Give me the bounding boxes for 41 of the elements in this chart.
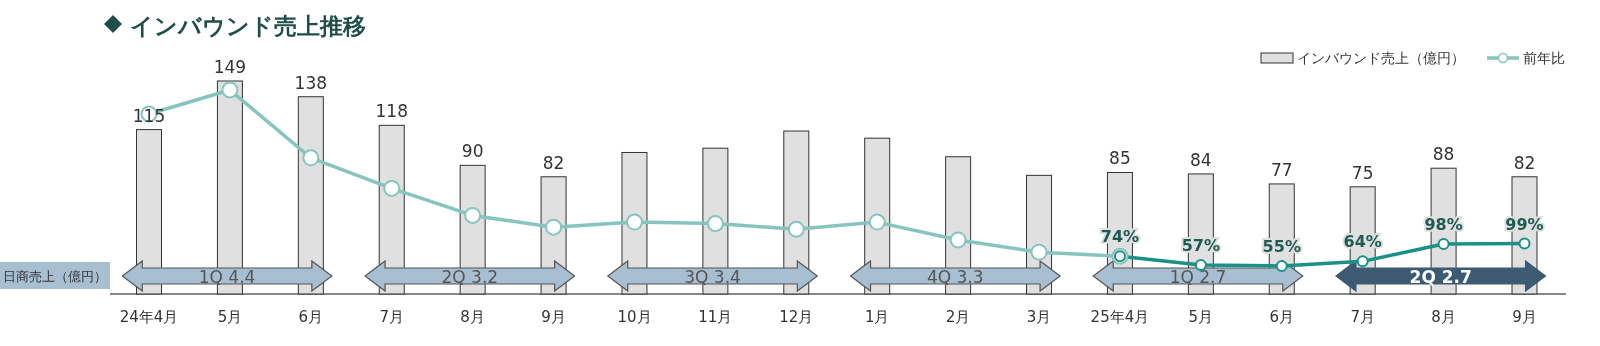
x-tick-label: 5月 [217, 308, 243, 326]
annotation: 2Q 2.7 [1409, 267, 1472, 287]
data-label: 82 [1513, 152, 1536, 173]
x-tick-label: 6月 [298, 308, 324, 326]
data-label: 118 [375, 101, 408, 122]
annotation: 1Q 2.7 [1169, 267, 1227, 287]
x-tick-label: 7月 [1350, 308, 1375, 326]
x-tick-label: 12月 [779, 308, 814, 326]
x-tick-label: 8月 [1431, 308, 1456, 326]
data-label: 88 [1432, 144, 1455, 165]
data-label: 90 [461, 141, 484, 162]
annotation: 1Q 4.4 [198, 267, 256, 287]
data-label: 99% [1505, 214, 1544, 234]
data-label: 82 [542, 152, 565, 173]
x-tick-label: 11月 [698, 308, 733, 326]
x-tick-label: 6月 [1269, 308, 1295, 326]
annotation: 3Q 3.4 [684, 267, 741, 287]
annotation: 4Q 3.3 [926, 267, 984, 287]
data-label: 85 [1109, 148, 1131, 169]
x-tick-label: 24年4月 [119, 308, 179, 326]
data-label: 84 [1190, 149, 1212, 170]
annotation: 2Q 3.2 [441, 267, 499, 287]
x-tick-label: 9月 [541, 308, 566, 326]
x-tick-label: 8月 [460, 308, 485, 326]
chart-title: インバウンド売上推移 [130, 13, 366, 39]
data-label: 138 [294, 72, 328, 93]
data-label: 77 [1270, 159, 1293, 180]
x-tick-label: 10月 [617, 308, 652, 326]
x-tick-label: 7月 [379, 308, 405, 326]
x-tick-label: 3月 [1026, 308, 1052, 326]
x-tick-label: 5月 [1188, 308, 1214, 326]
data-label: 98% [1424, 215, 1463, 235]
x-tick-label: 25年4月 [1090, 308, 1150, 326]
legend-label: 前年比 [1523, 50, 1565, 66]
x-tick-label: 1月 [864, 308, 890, 326]
x-tick-label: 9月 [1512, 308, 1537, 326]
x-tick-label: 2月 [945, 308, 971, 326]
legend-label: インバウンド売上（億円） [1297, 50, 1465, 66]
text: 日商売上（億円） [3, 269, 107, 284]
data-label: 149 [213, 57, 247, 77]
data-label: 75 [1351, 162, 1374, 183]
